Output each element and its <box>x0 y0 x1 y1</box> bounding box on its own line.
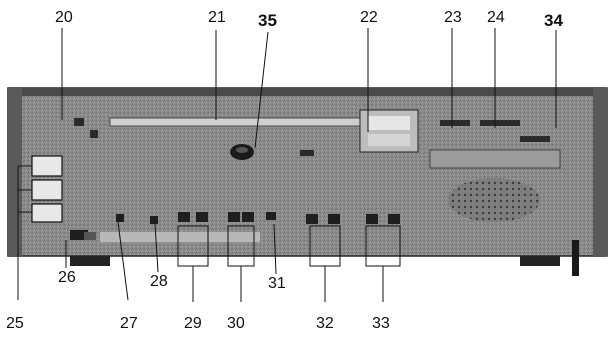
callout-23: 23 <box>444 9 462 26</box>
callout-26: 26 <box>58 269 76 286</box>
callout-29: 29 <box>184 315 202 332</box>
callout-21: 21 <box>208 9 226 26</box>
ac-outlets <box>429 149 561 169</box>
callout-31: 31 <box>268 275 286 292</box>
left-outlets <box>31 155 63 223</box>
upper-jacks <box>74 118 550 156</box>
callout-27: 27 <box>120 315 138 332</box>
callout-24: 24 <box>487 9 505 26</box>
speaker-terminal-strip <box>109 117 371 127</box>
callout-25: 25 <box>6 315 24 332</box>
callout-35: 35 <box>258 11 277 30</box>
callout-34: 34 <box>544 11 563 30</box>
foot-right <box>520 256 560 266</box>
callout-20: 20 <box>55 9 73 26</box>
foot-left <box>70 256 110 266</box>
chassis-back <box>7 87 608 257</box>
vent-grille <box>448 178 540 222</box>
lower-jack-row <box>70 212 400 240</box>
callout-28: 28 <box>150 273 168 290</box>
power-cord <box>572 240 579 276</box>
label-strip <box>100 232 260 242</box>
callout-33: 33 <box>372 315 390 332</box>
callout-22: 22 <box>360 9 378 26</box>
chassis-top-rim <box>8 88 607 96</box>
terminal-block-inner-2 <box>368 134 410 146</box>
terminal-block-inner <box>368 116 410 130</box>
chassis-right-edge <box>593 88 607 256</box>
leader-lines <box>17 28 557 302</box>
chassis-left-edge <box>8 88 22 256</box>
ground-terminal-cap <box>236 147 248 153</box>
callout-30: 30 <box>227 315 245 332</box>
callout-32: 32 <box>316 315 334 332</box>
